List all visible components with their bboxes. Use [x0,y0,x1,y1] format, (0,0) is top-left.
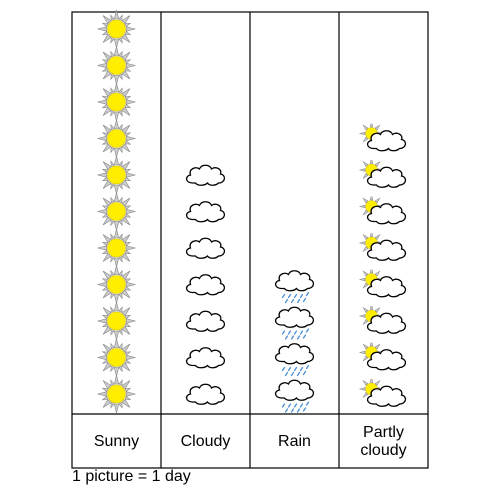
category-label-line: Sunny [94,433,139,450]
partly-cloudy-icon [359,269,407,298]
pictograph-key: 1 picture = 1 day [72,468,191,485]
sun-icon [97,9,136,49]
sun-icon [97,301,136,341]
category-label-partly-cloudy: Partly cloudy [360,424,406,459]
category-label-cloudy: Cloudy [181,433,231,450]
sun-icon [97,82,136,122]
partly-cloudy-icon [359,233,407,261]
partly-cloudy-icon [359,342,407,371]
cloud-icon [185,164,226,186]
cloud-icon [185,383,226,405]
rain-cloud-icon [274,343,315,377]
cloud-icon [185,237,226,259]
sun-icon [97,46,136,85]
category-labels: Sunny Cloudy Rain Partly cloudy [94,424,407,459]
rain-cloud-icon [274,379,315,413]
sun-icon [97,119,136,158]
category-label-rain: Rain [278,433,311,450]
sun-icon [97,155,136,195]
partly-cloudy-icon [359,306,407,334]
sun-icon [97,228,136,268]
sun-icon [97,374,136,414]
category-label-line: Rain [278,433,311,450]
sun-icon [97,192,136,231]
rain-cloud-icon [274,306,315,340]
category-label-line: Cloudy [181,433,231,450]
cloud-icon [185,310,226,332]
category-label-line: cloudy [360,442,406,459]
category-label-line: Partly [363,424,404,441]
cloud-icon [185,201,226,223]
partly-cloudy-icon [359,379,407,407]
rain-cloud-icon [274,270,315,304]
sun-icon [97,338,136,377]
cloud-icon [185,274,226,296]
cloud-icon [185,347,226,369]
chart-frame [71,11,429,469]
partly-cloudy-icon [359,196,407,225]
sun-icon [97,265,136,304]
partly-cloudy-icon [359,160,407,188]
category-label-sunny: Sunny [94,433,139,450]
pictograph-icons [97,9,407,414]
partly-cloudy-icon [359,123,407,152]
